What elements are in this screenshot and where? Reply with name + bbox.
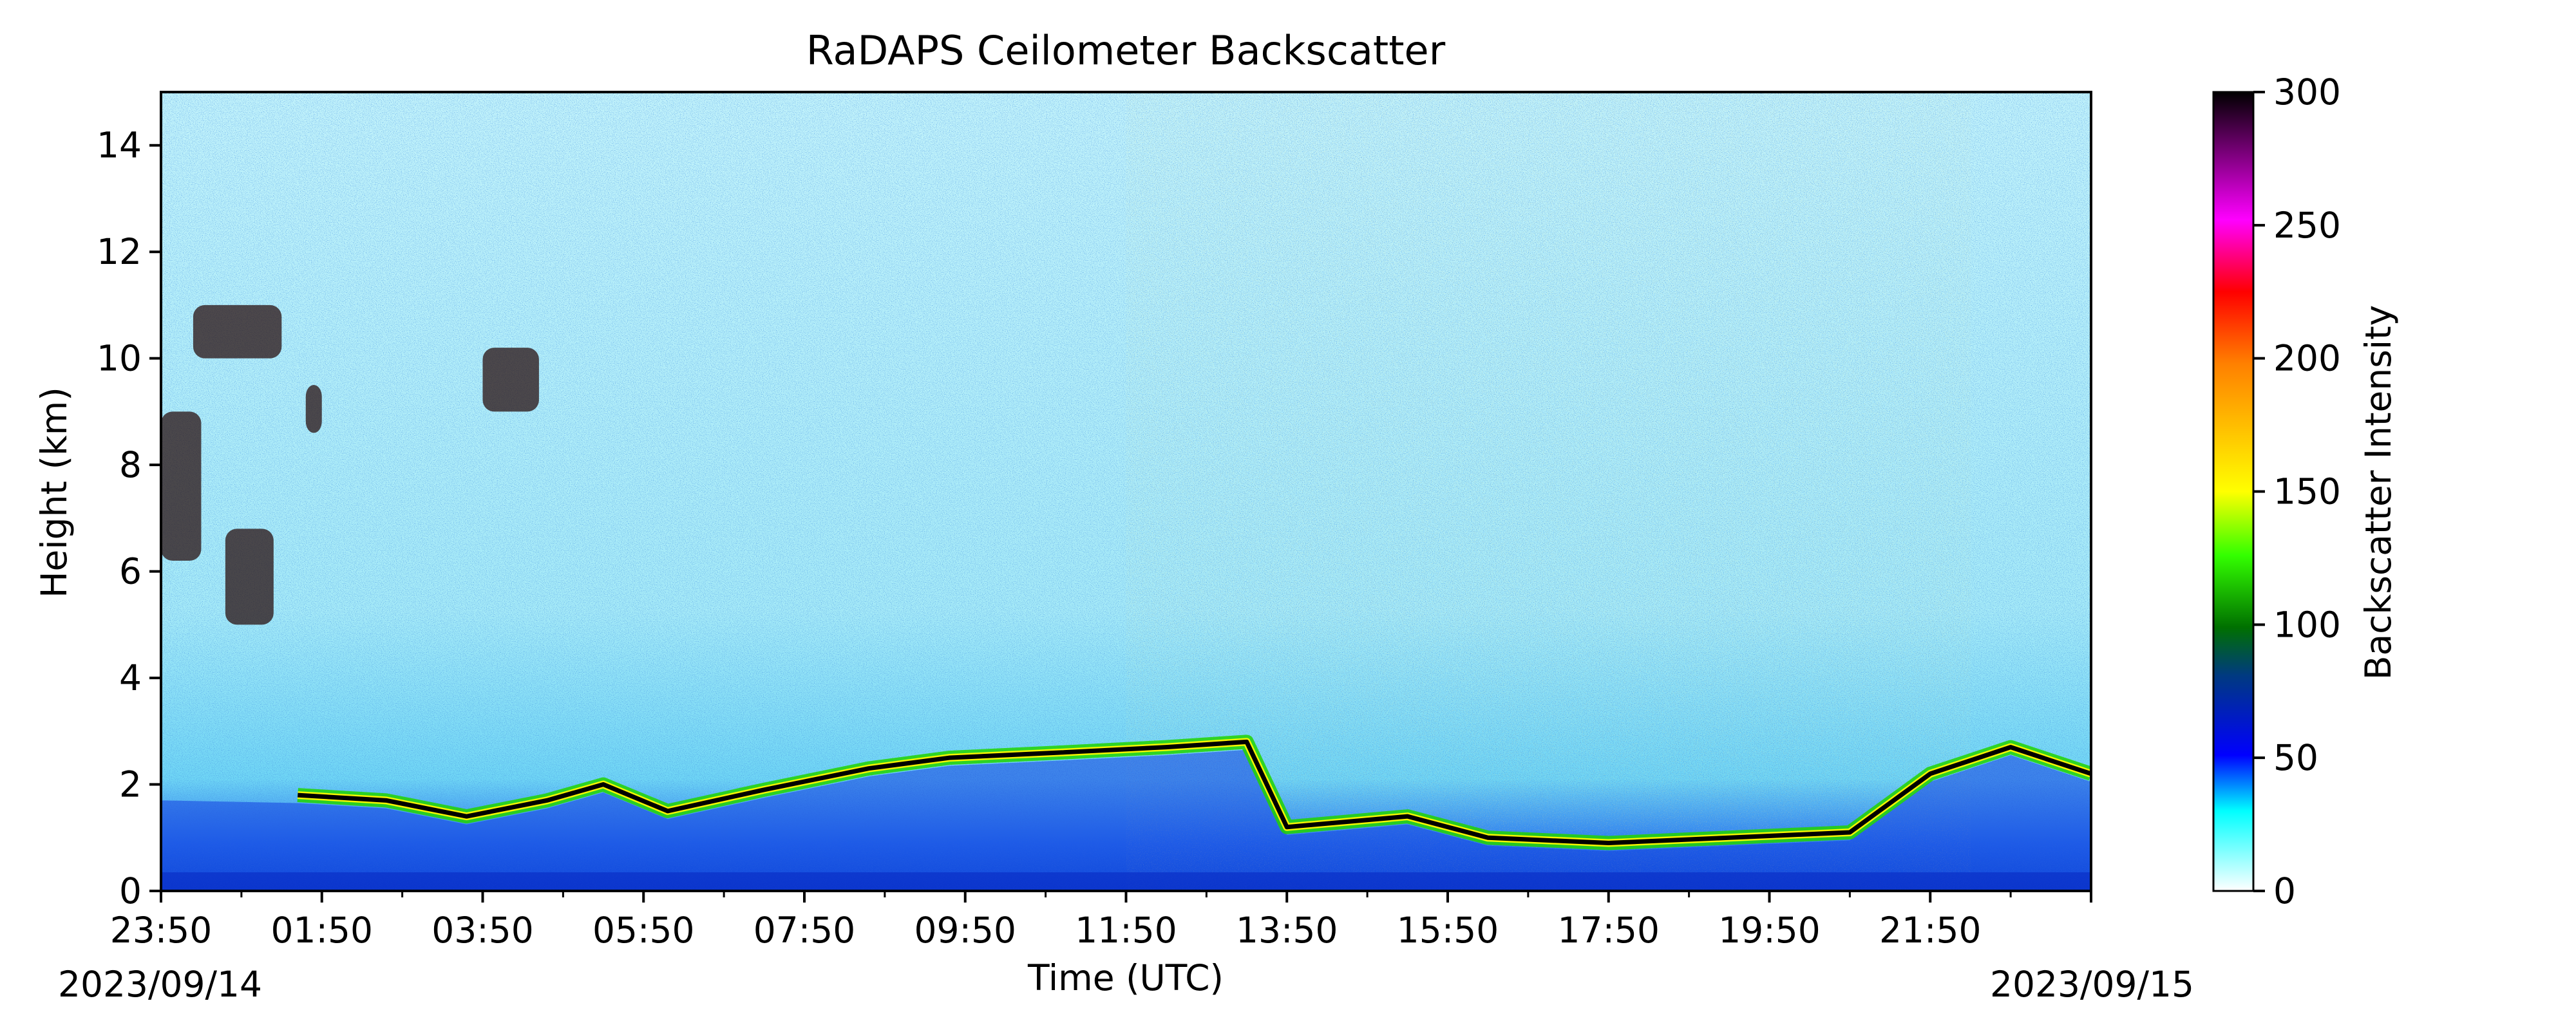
colorbar: 0 50 100 150 200 250 300 Backscatter Intensity — [2212, 71, 2399, 912]
x-tick-label: 11:50 — [1075, 910, 1177, 951]
plot-area — [161, 92, 2091, 891]
cloud-base-line — [298, 739, 2091, 846]
colorbar-ticks: 0 50 100 150 200 250 300 — [2253, 71, 2341, 912]
boundary-layer-fill — [161, 749, 2091, 891]
x-tick-label: 13:50 — [1236, 910, 1338, 951]
colorbar-tick-label: 100 — [2273, 604, 2341, 645]
cloud-base-layer — [297, 735, 2091, 850]
y-tick-label: 0 — [119, 870, 142, 912]
high-cloud-patch — [305, 385, 322, 433]
x-tick-label: 19:50 — [1718, 910, 1821, 951]
high-cloud-patches — [161, 304, 539, 625]
colorbar-tick-label: 200 — [2273, 338, 2341, 379]
colorbar-tick-label: 0 — [2273, 870, 2296, 912]
x-tick-label: 21:50 — [1879, 910, 1982, 951]
chart-title: RaDAPS Ceilometer Backscatter — [806, 27, 1446, 74]
y-tick-label: 10 — [97, 338, 142, 379]
start-date-label: 2023/09/14 — [58, 964, 262, 1005]
surface-layer — [161, 872, 2091, 891]
x-axis: 23:50 01:50 03:50 05:50 07:50 09:50 11:50 13:50… — [110, 891, 2092, 951]
x-tick-label: 23:50 — [110, 910, 213, 951]
colorbar-tick-label: 300 — [2273, 71, 2341, 113]
x-axis-label: Time (UTC) — [1027, 957, 1224, 998]
x-tick-label: 17:50 — [1557, 910, 1660, 951]
y-axis: 0 2 4 6 8 10 12 14 — [97, 125, 161, 912]
colorbar-tick-label: 50 — [2273, 737, 2318, 778]
x-tick-label: 15:50 — [1397, 910, 1499, 951]
colorbar-tick-label: 250 — [2273, 205, 2341, 246]
colorbar-label: Backscatter Intensity — [2358, 305, 2399, 680]
high-cloud-patch — [225, 529, 274, 625]
y-tick-label: 4 — [119, 657, 142, 698]
x-tick-label: 09:50 — [914, 910, 1016, 951]
y-tick-label: 12 — [97, 231, 142, 272]
colorbar-tick-label: 150 — [2273, 471, 2341, 512]
x-tick-label: 07:50 — [753, 910, 856, 951]
end-date-label: 2023/09/15 — [1990, 964, 2194, 1005]
x-tick-label: 01:50 — [270, 910, 373, 951]
noisy-period-band — [1126, 92, 1971, 891]
x-tick-label: 03:50 — [431, 910, 534, 951]
high-cloud-patch — [482, 348, 539, 412]
colorbar-gradient — [2212, 91, 2255, 892]
boundary-layer — [161, 749, 2091, 891]
y-axis-label: Height (km) — [33, 387, 75, 598]
x-tick-label: 05:50 — [592, 910, 695, 951]
y-tick-label: 14 — [97, 125, 142, 166]
high-cloud-patch — [161, 411, 202, 561]
y-tick-label: 8 — [119, 444, 142, 485]
y-tick-label: 2 — [119, 764, 142, 805]
high-cloud-patch — [193, 304, 282, 359]
y-tick-label: 6 — [119, 551, 142, 592]
